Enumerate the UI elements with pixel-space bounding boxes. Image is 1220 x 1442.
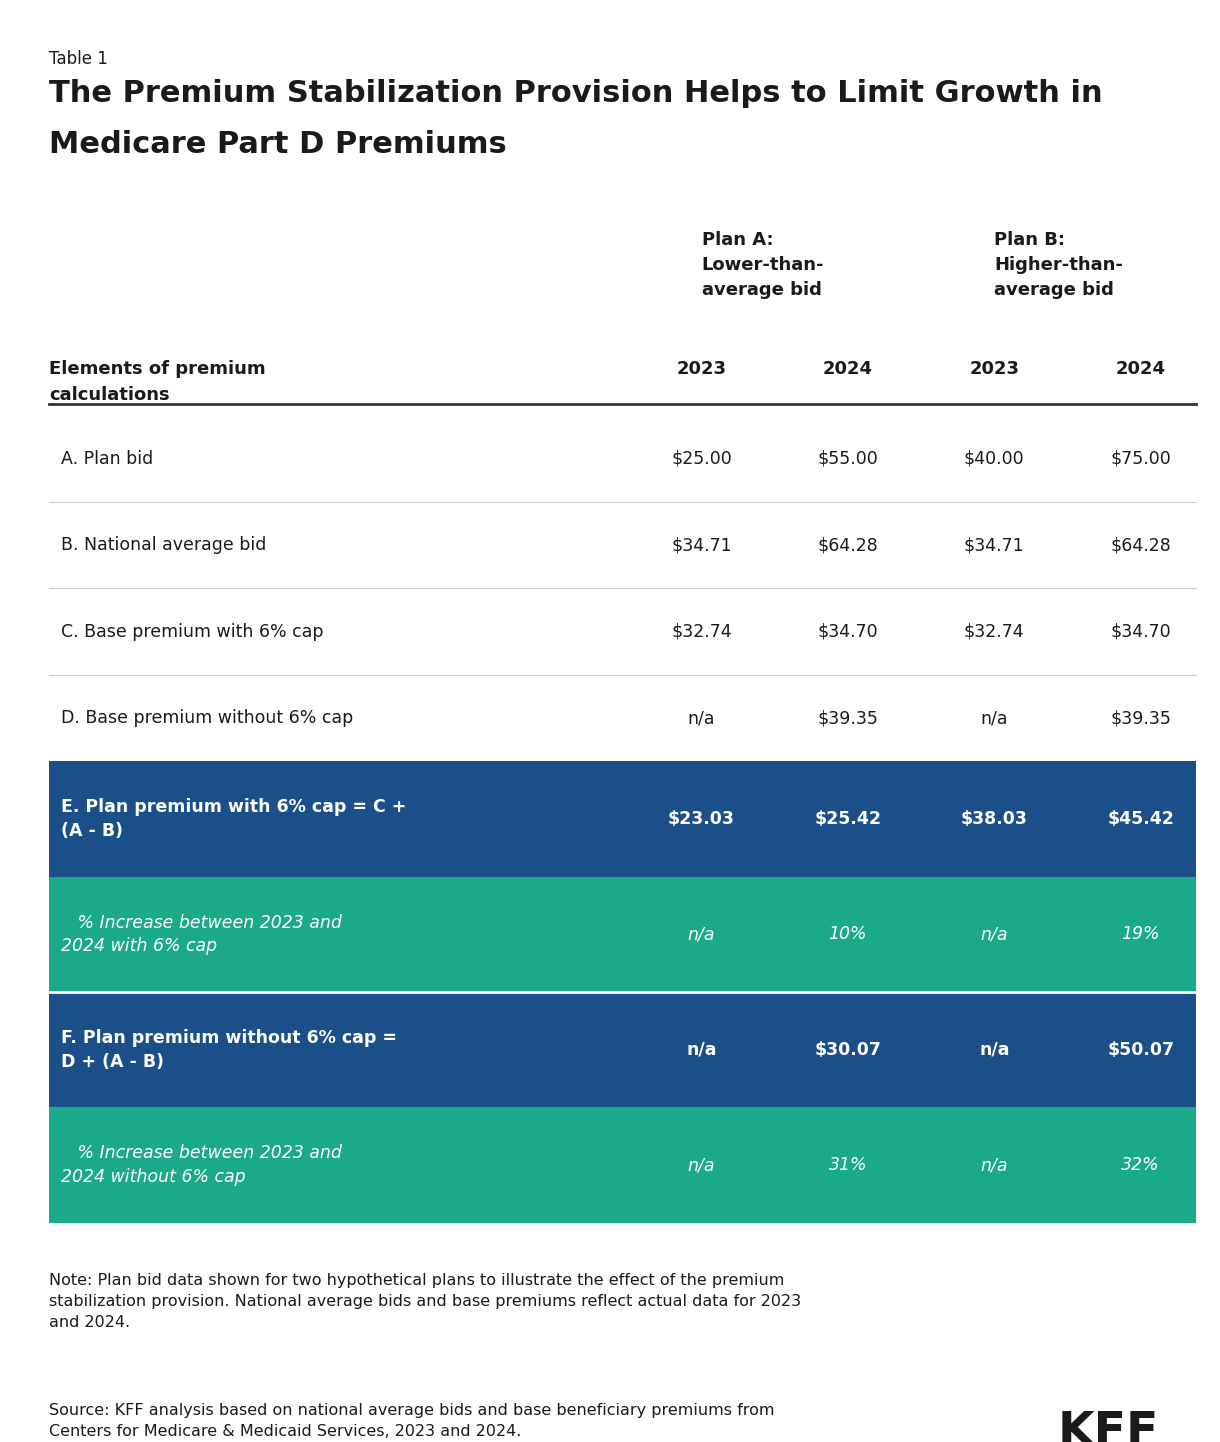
Text: $34.70: $34.70: [817, 623, 878, 640]
Text: Elements of premium
calculations: Elements of premium calculations: [49, 360, 266, 404]
Text: B. National average bid: B. National average bid: [61, 536, 266, 554]
Text: $34.71: $34.71: [671, 536, 732, 554]
Text: $32.74: $32.74: [671, 623, 732, 640]
Text: $45.42: $45.42: [1108, 810, 1174, 828]
Text: $40.00: $40.00: [964, 450, 1025, 467]
Text: C. Base premium with 6% cap: C. Base premium with 6% cap: [61, 623, 323, 640]
Text: $34.71: $34.71: [964, 536, 1025, 554]
Text: Source: KFF analysis based on national average bids and base beneficiary premium: Source: KFF analysis based on national a…: [49, 1403, 775, 1439]
Text: n/a: n/a: [981, 1156, 1008, 1174]
Text: $50.07: $50.07: [1108, 1041, 1174, 1058]
Text: Plan B:
Higher-than-
average bid: Plan B: Higher-than- average bid: [994, 231, 1124, 298]
Text: $64.28: $64.28: [817, 536, 878, 554]
Text: Note: Plan bid data shown for two hypothetical plans to illustrate the effect of: Note: Plan bid data shown for two hypoth…: [49, 1273, 800, 1331]
Text: Medicare Part D Premiums: Medicare Part D Premiums: [49, 130, 506, 159]
Text: D. Base premium without 6% cap: D. Base premium without 6% cap: [61, 709, 354, 727]
Text: Table 1: Table 1: [49, 50, 107, 68]
Text: n/a: n/a: [978, 1041, 1010, 1058]
Text: $23.03: $23.03: [669, 810, 734, 828]
Text: $39.35: $39.35: [1110, 709, 1171, 727]
Text: $30.07: $30.07: [815, 1041, 881, 1058]
Text: n/a: n/a: [981, 926, 1008, 943]
Text: The Premium Stabilization Provision Helps to Limit Growth in: The Premium Stabilization Provision Help…: [49, 79, 1103, 108]
Text: KFF: KFF: [1058, 1410, 1159, 1442]
Text: F. Plan premium without 6% cap =
D + (A - B): F. Plan premium without 6% cap = D + (A …: [61, 1030, 396, 1070]
Text: $64.28: $64.28: [1110, 536, 1171, 554]
Text: 2023: 2023: [677, 360, 726, 378]
Text: $38.03: $38.03: [961, 810, 1027, 828]
Text: A. Plan bid: A. Plan bid: [61, 450, 154, 467]
Text: $32.74: $32.74: [964, 623, 1025, 640]
Text: n/a: n/a: [688, 926, 715, 943]
Text: $75.00: $75.00: [1110, 450, 1171, 467]
Text: $25.42: $25.42: [815, 810, 881, 828]
Text: 19%: 19%: [1121, 926, 1160, 943]
Text: n/a: n/a: [686, 1041, 717, 1058]
Text: 2024: 2024: [1116, 360, 1165, 378]
Text: $34.70: $34.70: [1110, 623, 1171, 640]
Text: Plan A:
Lower-than-
average bid: Plan A: Lower-than- average bid: [702, 231, 824, 298]
Text: 2023: 2023: [970, 360, 1019, 378]
Text: 31%: 31%: [828, 1156, 867, 1174]
Text: n/a: n/a: [688, 709, 715, 727]
Text: $25.00: $25.00: [671, 450, 732, 467]
Text: 10%: 10%: [828, 926, 867, 943]
Text: n/a: n/a: [688, 1156, 715, 1174]
Text: n/a: n/a: [981, 709, 1008, 727]
Text: $55.00: $55.00: [817, 450, 878, 467]
Text: % Increase between 2023 and
2024 with 6% cap: % Increase between 2023 and 2024 with 6%…: [61, 914, 342, 955]
Text: $39.35: $39.35: [817, 709, 878, 727]
Text: 32%: 32%: [1121, 1156, 1160, 1174]
Text: 2024: 2024: [824, 360, 872, 378]
Text: % Increase between 2023 and
2024 without 6% cap: % Increase between 2023 and 2024 without…: [61, 1145, 342, 1185]
Text: E. Plan premium with 6% cap = C +
(A - B): E. Plan premium with 6% cap = C + (A - B…: [61, 799, 406, 839]
